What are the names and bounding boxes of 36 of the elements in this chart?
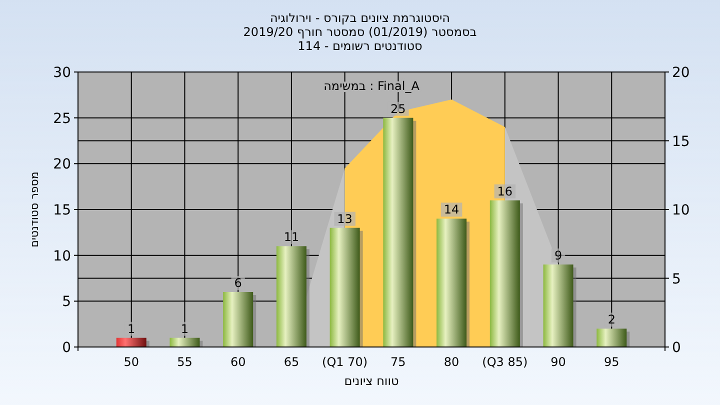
- data-label: 9: [554, 248, 562, 262]
- data-label: 6: [234, 276, 242, 290]
- y-tick-label: 0: [62, 340, 71, 356]
- y2-tick-label: 15: [672, 134, 690, 150]
- data-label: 16: [497, 184, 513, 198]
- data-label: 11: [284, 230, 300, 244]
- y-tick-label: 25: [53, 110, 71, 127]
- y-tick-label: 10: [53, 248, 71, 264]
- x-tick-label: 80: [444, 355, 460, 369]
- data-label: 2: [608, 312, 616, 327]
- y2-tick-label: 5: [672, 271, 681, 288]
- y-axis-title: מספר סטודנטים: [28, 172, 41, 248]
- y2-tick-label: 20: [672, 65, 690, 81]
- data-label: 25: [390, 102, 406, 116]
- chart-subtitle: בסמסטר (01/2019) סמסטר חורף 2019/20 סטודנטים רשומים - 114: [243, 25, 477, 53]
- y2-tick-label: 0: [672, 340, 681, 356]
- y-tick-label: 15: [53, 202, 71, 218]
- y-tick-label: 5: [62, 294, 71, 310]
- y2-tick-label: 10: [672, 202, 690, 218]
- y-tick-label: 30: [53, 65, 71, 81]
- x-axis-title: טווח ציונים: [344, 374, 399, 388]
- x-tick-label: 65: [284, 355, 300, 369]
- data-label: 13: [337, 212, 352, 226]
- x-tick-label: 90: [550, 355, 566, 369]
- x-tick-label: (Q3 85): [482, 355, 528, 369]
- data-label: 14: [444, 202, 460, 217]
- x-tick-label: 50: [124, 355, 140, 369]
- x-tick-label: 55: [177, 355, 192, 369]
- data-label: 1: [128, 322, 136, 336]
- x-tick-label: (Q1 70): [322, 355, 368, 369]
- chart-title: היסטוגרמת ציונים בקורס - וירולוגיה: [270, 11, 450, 25]
- x-tick-label: 60: [230, 355, 246, 369]
- x-tick-label: 95: [604, 355, 620, 369]
- x-tick-label: 75: [390, 355, 406, 369]
- data-label: 1: [180, 322, 189, 336]
- y-tick-label: 20: [53, 156, 71, 173]
